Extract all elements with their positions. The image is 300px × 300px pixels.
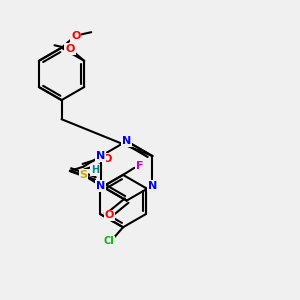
Text: Cl: Cl <box>103 236 114 246</box>
Text: O: O <box>105 211 114 220</box>
Text: O: O <box>65 44 75 54</box>
Text: N: N <box>148 181 157 191</box>
Text: O: O <box>71 31 80 41</box>
Text: S: S <box>80 170 88 180</box>
Text: F: F <box>136 161 144 171</box>
Text: O: O <box>102 154 112 164</box>
Text: H: H <box>91 165 99 175</box>
Text: N: N <box>122 136 131 146</box>
Text: N: N <box>96 181 106 191</box>
Text: N: N <box>96 151 106 161</box>
